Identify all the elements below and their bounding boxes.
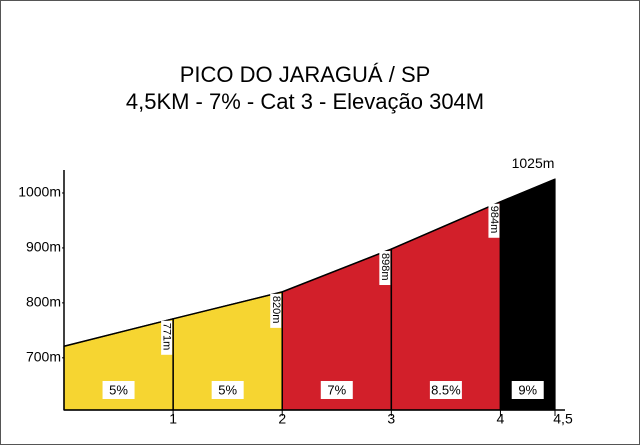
x-tick-label: 2 — [278, 411, 286, 427]
gradient-box — [102, 381, 135, 399]
x-tick-label: 4,5 — [553, 411, 573, 427]
elevation-label: 1025m — [512, 155, 555, 171]
y-tick-label: 700m — [26, 349, 61, 365]
profile-line — [63, 178, 556, 347]
gradient-label: 9% — [518, 382, 537, 397]
elevation-label: 771m — [161, 323, 173, 351]
gradient-label: 5% — [218, 382, 237, 397]
gradient-box — [211, 381, 244, 399]
gradient-label: 7% — [327, 382, 346, 397]
chart-subtitle: 4,5KM - 7% - Cat 3 - Elevação 304M — [126, 89, 484, 114]
y-tick-label: 800m — [26, 294, 61, 310]
y-tick-label: 1000m — [18, 184, 61, 200]
gradient-box — [511, 381, 544, 399]
gradient-label: 5% — [109, 382, 128, 397]
gradient-label: 8.5% — [431, 382, 461, 397]
elevation-box — [379, 251, 391, 286]
elevation-label: 820m — [270, 296, 282, 324]
elevation-box — [488, 203, 500, 238]
segment-area — [499, 178, 556, 411]
chart-title: PICO DO JARAGUÁ / SP — [180, 62, 431, 87]
y-tick-label: 900m — [26, 239, 61, 255]
elevation-box — [161, 320, 173, 355]
elevation-label: 898m — [379, 253, 391, 281]
gradient-box — [429, 381, 462, 399]
elevation-label: 984m — [488, 206, 500, 234]
x-tick-label: 3 — [387, 411, 395, 427]
x-tick-label: 4 — [497, 411, 505, 427]
x-tick-label: 1 — [169, 411, 177, 427]
elevation-box — [270, 293, 282, 328]
gradient-box — [320, 381, 353, 399]
